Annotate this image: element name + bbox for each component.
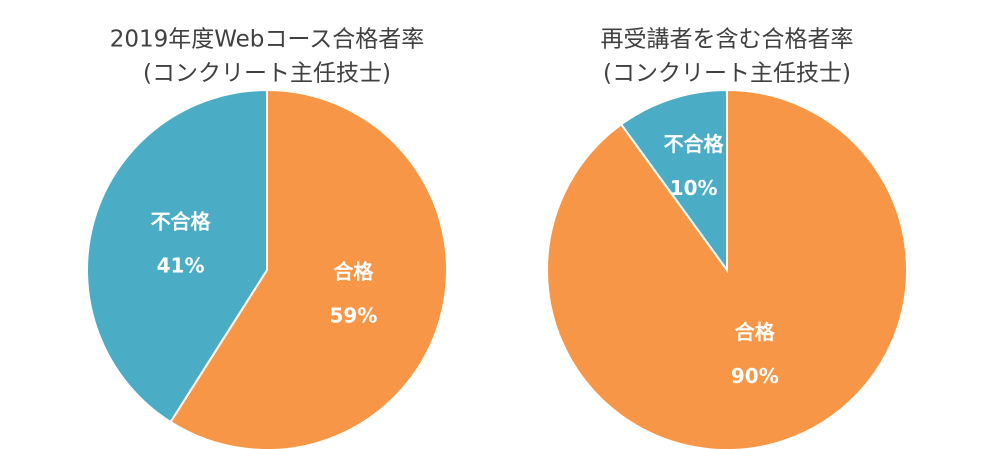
slice-label: 90% bbox=[731, 364, 779, 388]
chart-title: (コンクリート主任技士) bbox=[603, 61, 851, 87]
slice-category: 合格 bbox=[735, 320, 776, 344]
slice-category: 不合格 bbox=[151, 209, 212, 233]
slice-label: 10% bbox=[670, 176, 718, 200]
slice-category: 不合格 bbox=[664, 132, 725, 156]
slice-label: 41% bbox=[157, 253, 205, 277]
pie-slice bbox=[169, 88, 448, 449]
chart-title: 2019年度Webコース合格者率 bbox=[110, 27, 425, 53]
slice-label: 59% bbox=[329, 304, 377, 328]
pie-slice bbox=[546, 88, 908, 449]
pie-slice bbox=[86, 88, 268, 424]
chart-title: 再受講者を含む合格者率 bbox=[601, 27, 854, 53]
chart-title: (コンクリート主任技士) bbox=[143, 61, 391, 87]
pie-slice bbox=[619, 88, 728, 274]
slice-category: 合格 bbox=[333, 260, 374, 284]
